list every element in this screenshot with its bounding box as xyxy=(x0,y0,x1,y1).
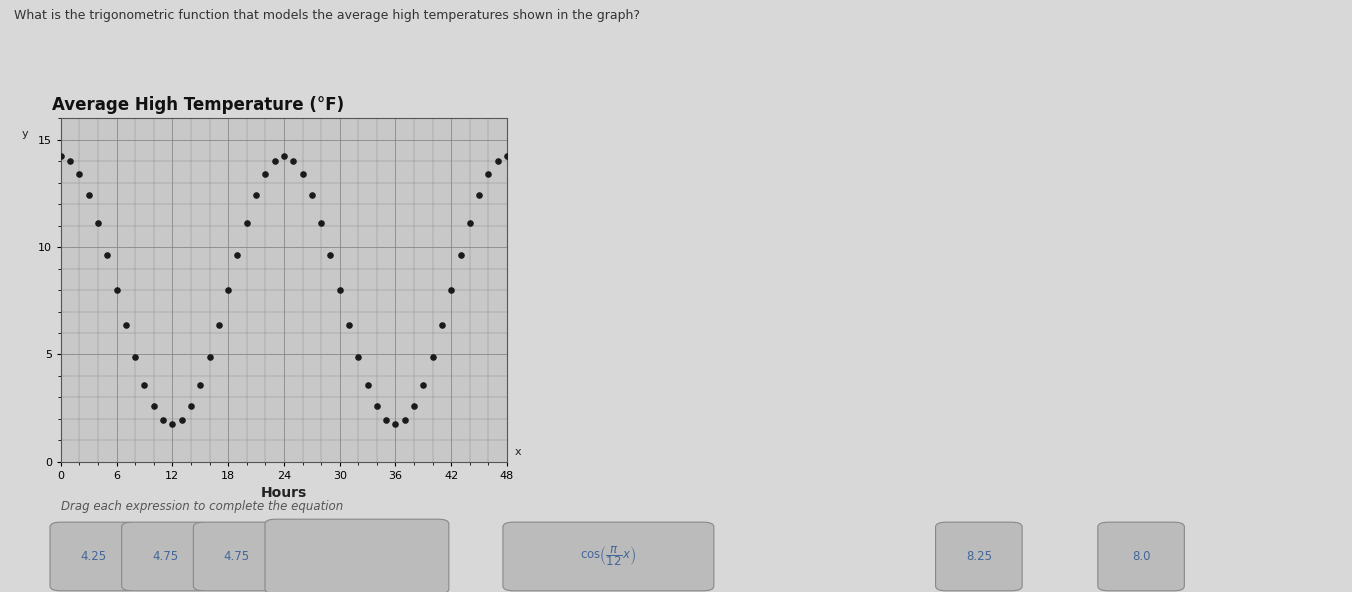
X-axis label: Hours: Hours xyxy=(261,487,307,500)
Point xyxy=(50,151,72,160)
Point xyxy=(69,169,91,179)
Point xyxy=(347,352,369,362)
Text: 8.0: 8.0 xyxy=(1132,550,1151,563)
Point xyxy=(301,191,323,200)
Text: What is the trigonometric function that models the average high temperatures sho: What is the trigonometric function that … xyxy=(14,9,639,22)
Text: x: x xyxy=(514,448,521,458)
Text: y: y xyxy=(22,129,28,139)
Point xyxy=(254,169,276,179)
Point xyxy=(357,380,379,390)
Point xyxy=(115,320,137,330)
Point xyxy=(180,401,201,411)
Point xyxy=(450,250,472,260)
Point xyxy=(208,320,230,330)
Text: 4.75: 4.75 xyxy=(151,550,178,563)
Point xyxy=(170,415,192,424)
Point xyxy=(264,156,285,165)
Text: Drag each expression to complete the equation: Drag each expression to complete the equ… xyxy=(61,500,343,513)
Point xyxy=(441,285,462,295)
Text: 8.25: 8.25 xyxy=(965,550,992,563)
Point xyxy=(218,285,239,295)
Point xyxy=(78,191,100,200)
Point xyxy=(384,420,406,429)
Point xyxy=(105,285,127,295)
Point xyxy=(338,320,360,330)
Text: 4.25: 4.25 xyxy=(80,550,107,563)
Point xyxy=(412,380,434,390)
Text: $\cos\!\left(\dfrac{\pi}{12}x\right)$: $\cos\!\left(\dfrac{\pi}{12}x\right)$ xyxy=(580,545,637,568)
Point xyxy=(124,352,146,362)
Point xyxy=(245,191,266,200)
Point xyxy=(199,352,220,362)
Text: 4.75: 4.75 xyxy=(223,550,250,563)
Point xyxy=(87,218,108,228)
Point xyxy=(477,169,499,179)
Point xyxy=(96,250,118,260)
Point xyxy=(310,218,331,228)
Text: Average High Temperature (°F): Average High Temperature (°F) xyxy=(51,96,343,114)
Point xyxy=(273,151,295,160)
Point xyxy=(329,285,350,295)
Point xyxy=(468,191,489,200)
Point xyxy=(496,151,518,160)
Point xyxy=(393,415,415,424)
Point xyxy=(153,415,174,424)
Point xyxy=(235,218,257,228)
Point xyxy=(366,401,388,411)
Point xyxy=(376,415,397,424)
Point xyxy=(283,156,304,165)
Point xyxy=(227,250,249,260)
Point xyxy=(134,380,155,390)
Point xyxy=(458,218,481,228)
Point xyxy=(162,420,184,429)
Point xyxy=(59,156,81,165)
Point xyxy=(292,169,314,179)
Point xyxy=(487,156,508,165)
Point xyxy=(143,401,165,411)
Point xyxy=(189,380,211,390)
Point xyxy=(422,352,443,362)
Point xyxy=(403,401,425,411)
Point xyxy=(319,250,341,260)
Point xyxy=(431,320,453,330)
